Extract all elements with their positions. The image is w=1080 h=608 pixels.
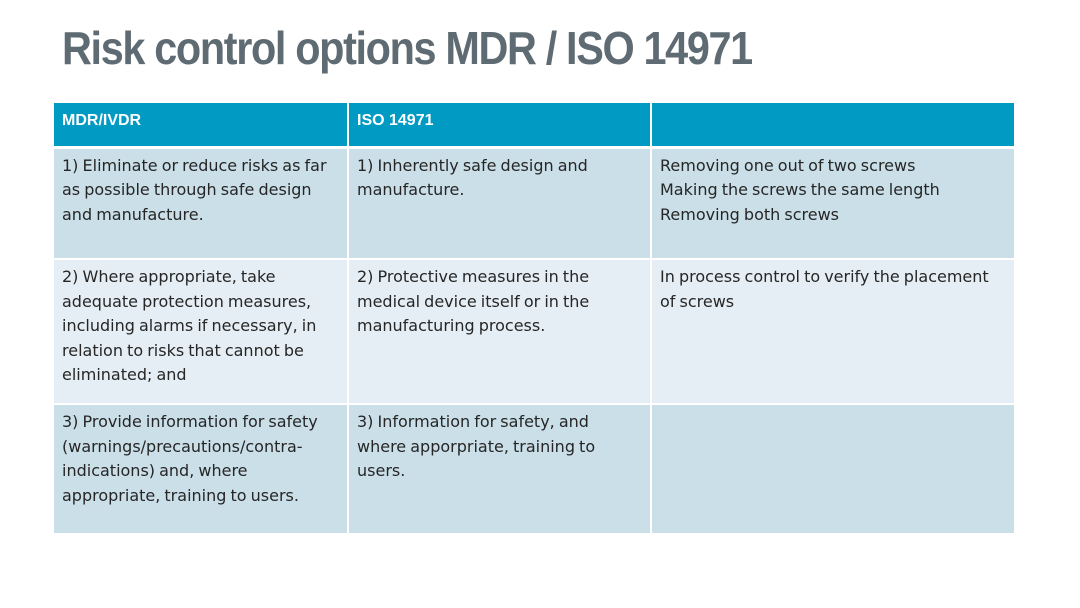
table-header-row: MDR/IVDR ISO 14971	[54, 103, 1014, 149]
cell-example	[651, 404, 1014, 535]
cell-mdr: 1) Eliminate or reduce risks as far as p…	[54, 147, 349, 260]
example-line: Removing one out of two screws	[660, 155, 916, 175]
cell-iso: 1) Inherently safe design and manufactur…	[348, 147, 652, 260]
cell-iso: 3) Information for safety, and where app…	[348, 404, 652, 535]
risk-control-table: MDR/IVDR ISO 14971 1) Eliminate or reduc…	[54, 103, 1014, 535]
header-mdr-ivdr: MDR/IVDR	[54, 103, 349, 149]
slide-title: Risk control options MDR / ISO 14971	[62, 22, 753, 74]
table-row: 3) Provide information for safety (warni…	[54, 404, 1014, 535]
header-examples	[651, 103, 1014, 149]
cell-mdr: 2) Where appropriate, take adequate prot…	[54, 259, 349, 405]
header-iso-14971: ISO 14971	[348, 103, 652, 149]
example-line: Removing both screws	[660, 204, 839, 224]
table-row: 1) Eliminate or reduce risks as far as p…	[54, 147, 1014, 260]
cell-example: In process control to verify the placeme…	[651, 259, 1014, 405]
cell-mdr: 3) Provide information for safety (warni…	[54, 404, 349, 535]
table-row: 2) Where appropriate, take adequate prot…	[54, 259, 1014, 405]
example-line: Making the screws the same length	[660, 180, 940, 199]
example-line: In process control to verify the placeme…	[660, 267, 989, 311]
cell-example: Removing one out of two screws Making th…	[651, 147, 1014, 260]
cell-iso: 2) Protective measures in the medical de…	[348, 259, 652, 405]
